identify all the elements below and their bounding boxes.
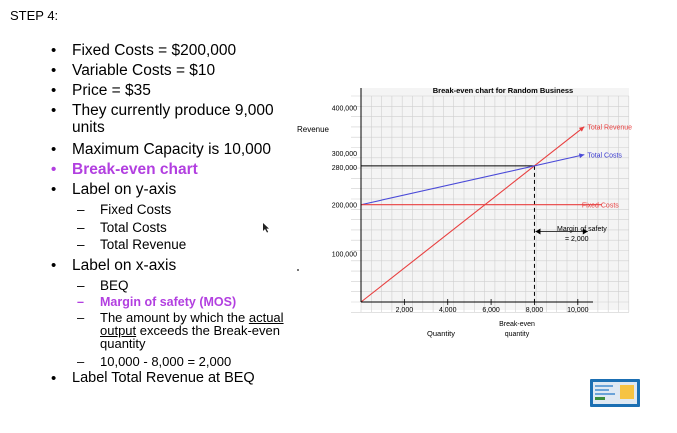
beq-label-line2: quantity [505, 331, 530, 338]
series-line-total-costs [360, 154, 585, 206]
break-even-chart: Break-even chart for Random Business Rev… [297, 86, 632, 338]
y-tick-labels: 100,000 200,000 280,000 300,000 400,000 [332, 105, 357, 258]
bullet-variable-costs: • Variable Costs = $10 [51, 62, 216, 79]
x-axis-label: Quantity [427, 329, 455, 338]
sub-fixed-costs: – Fixed Costs [77, 202, 172, 217]
slide-thumbnail-icon[interactable] [590, 379, 640, 407]
x-tick-label: 4,000 [439, 307, 457, 314]
series-label-total-costs: Total Costs [587, 153, 622, 160]
mos-arrow-head-right [582, 228, 588, 235]
bullet-fixed-costs: • Fixed Costs = $200,000 [51, 42, 237, 59]
bullet-max-capacity: • Maximum Capacity is 10,000 [51, 141, 271, 158]
bullet-dot: • [51, 370, 57, 387]
sub-margin-of-safety: – Margin of safety (MOS) [77, 295, 237, 309]
series-arrow-total-revenue [578, 126, 585, 132]
mos-arrow-head-left [535, 228, 541, 235]
y-tick-label: 280,000 [332, 165, 357, 172]
x-tick-label: 10,000 [567, 307, 589, 314]
mouse-cursor-icon [263, 223, 269, 233]
bullet-label-y-axis: • Label on y-axis [51, 181, 177, 198]
bullet-current-production-cont: units [72, 119, 105, 136]
series-label-fixed-costs: Fixed Costs [582, 203, 619, 210]
bullet-break-even-chart: • Break-even chart [51, 161, 198, 178]
bullet-dot: • [51, 62, 57, 79]
bullet-dot: • [51, 42, 57, 59]
y-axis-label: Revenue [297, 125, 330, 134]
series-label-total-revenue: Total Revenue [587, 125, 632, 132]
bullet-dot: • [51, 82, 57, 99]
series-labels: Total Revenue Total Costs Fixed Costs [582, 125, 632, 210]
bullet-current-production: • They currently produce 9,000 [51, 102, 274, 119]
x-tick-label: 2,000 [396, 307, 414, 314]
x-tick-label: 6,000 [482, 307, 500, 314]
y-tick-label: 100,000 [332, 251, 357, 258]
beq-label-line1: Break-even [499, 321, 535, 328]
stray-dot [297, 269, 299, 271]
series-line-total-revenue [360, 126, 585, 303]
break-even-guides [361, 165, 588, 302]
y-tick-label: 200,000 [332, 203, 357, 210]
chart-title: Break-even chart for Random Business [433, 86, 573, 95]
bullet-dot: • [51, 161, 57, 178]
step-title: STEP 4: [10, 8, 59, 23]
sub-mos-description: – The amount by which the actual output ex… [77, 310, 284, 351]
bullet-price: • Price = $35 [51, 82, 151, 99]
sub-total-costs: – Total Costs [77, 220, 167, 235]
bullet-label-total-revenue: • Label Total Revenue at BEQ [51, 370, 255, 387]
bullet-dot: • [51, 257, 57, 274]
series-arrow-total-costs [578, 153, 585, 159]
sub-mos-calculation: –10,000 - 8,000 = 2,000 [77, 354, 232, 369]
mos-label-line1: Margin of safety [557, 226, 607, 233]
bullet-dot: • [51, 102, 57, 119]
mos-label-line2: = 2,000 [565, 236, 589, 243]
y-tick-label: 300,000 [332, 151, 357, 158]
chart-grid [351, 95, 630, 313]
sub-beq: – BEQ [77, 278, 129, 293]
bullet-label-x-axis: • Label on x-axis [51, 257, 177, 274]
chart-series [360, 126, 602, 303]
sub-total-revenue: – Total Revenue [77, 237, 187, 252]
y-tick-label: 400,000 [332, 105, 357, 112]
bullet-dot: • [51, 141, 57, 158]
bullet-dot: • [51, 181, 57, 198]
x-tick-label: 8,000 [526, 307, 544, 314]
